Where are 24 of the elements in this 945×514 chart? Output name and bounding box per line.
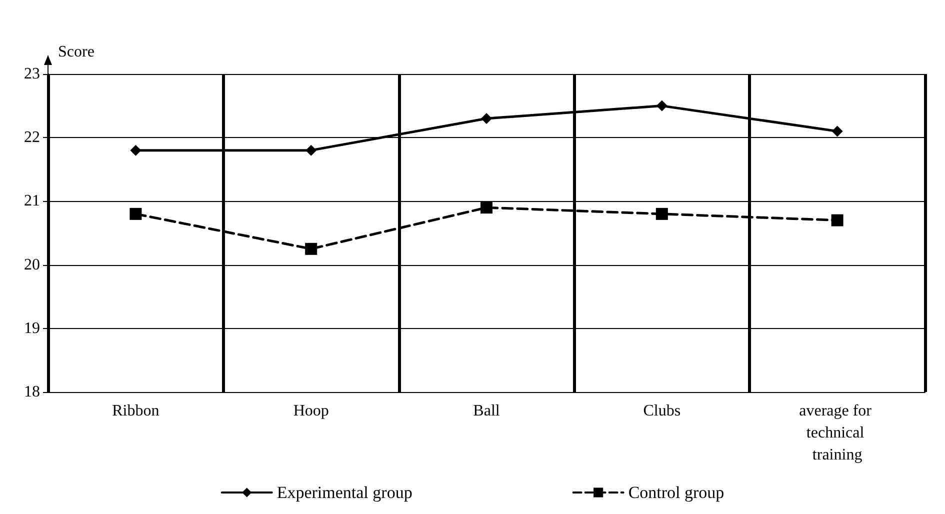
y-tick-label: 21	[24, 192, 40, 210]
y-tick-label: 22	[24, 129, 40, 146]
point	[130, 144, 142, 156]
y-tick-label: 18	[24, 384, 40, 400]
point	[656, 100, 668, 112]
point	[831, 214, 844, 226]
legend-label: Control group	[628, 483, 724, 502]
point	[832, 126, 843, 137]
point	[481, 113, 492, 124]
point	[305, 242, 318, 255]
point	[130, 208, 142, 220]
legend-label: Experimental group	[276, 483, 412, 502]
x-tick-label: Ribbon	[112, 402, 160, 420]
y-tick-label: 19	[24, 320, 40, 337]
y-tick-label: 23	[24, 66, 40, 82]
point	[480, 202, 492, 214]
y-axis-title: Score	[58, 44, 94, 60]
y-tick-label: 20	[24, 256, 40, 274]
x-tick-label: Ball	[473, 402, 500, 420]
x-tick-label: Clubs	[643, 402, 681, 420]
x-tick-label: Hoop	[293, 402, 329, 420]
point	[306, 144, 317, 156]
x-tick-label: average for technical training	[799, 402, 876, 464]
point	[656, 208, 668, 220]
